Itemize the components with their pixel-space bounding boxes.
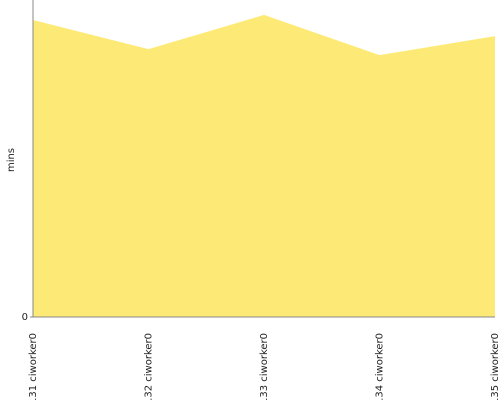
area	[33, 14, 495, 318]
x-tick-label: #133 ciworker0	[259, 333, 270, 400]
x-tick-label: #132 ciworker0	[144, 333, 155, 400]
y-tick-label: 0	[22, 312, 28, 323]
y-axis-label: mins	[6, 148, 17, 172]
x-tick-label: #131 ciworker0	[28, 333, 39, 400]
x-tick-label: #135 ciworker0	[490, 333, 500, 400]
x-tick-label: #134 ciworker0	[375, 333, 386, 400]
